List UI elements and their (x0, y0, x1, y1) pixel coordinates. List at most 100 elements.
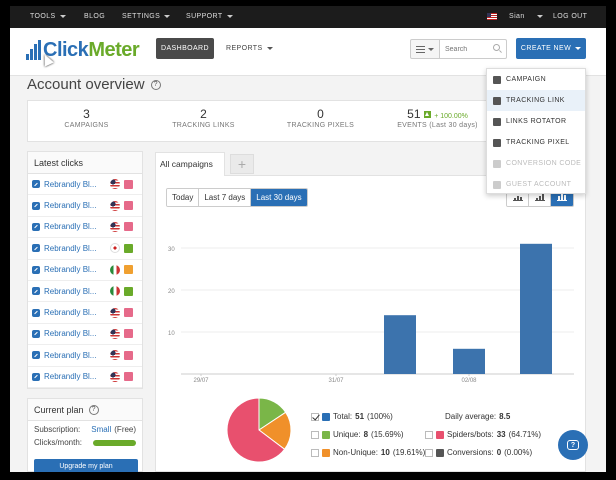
menu-item-campaign[interactable]: CAMPAIGN (487, 69, 585, 90)
click-row[interactable]: Rebrandly Bl... (28, 367, 142, 388)
click-row[interactable]: Rebrandly Bl... (28, 302, 142, 324)
chevron-down-icon (59, 15, 66, 18)
it-flag-icon (110, 264, 120, 275)
click-row[interactable]: Rebrandly Bl... (28, 281, 142, 303)
menu-item-conversion-code[interactable]: CONVERSION CODE (487, 153, 585, 174)
link-icon (32, 329, 40, 338)
stat-value-row: 51 + 100.00% (379, 107, 496, 121)
click-link-name[interactable]: Rebrandly Bl... (44, 265, 97, 275)
stat-tracking-links[interactable]: 2 TRACKING LINKS (145, 101, 262, 141)
folder-icon (493, 75, 501, 84)
user-name: Sian (509, 13, 525, 20)
click-link-name[interactable]: Rebrandly Bl... (44, 372, 97, 382)
menu-item-tracking-pixel[interactable]: TRACKING PIXEL (487, 132, 585, 153)
blog-label: BLOG (84, 13, 106, 20)
click-link-name[interactable]: Rebrandly Bl... (44, 243, 97, 253)
click-link-name[interactable]: Rebrandly Bl... (44, 308, 97, 318)
menu-item-label: TRACKING PIXEL (506, 139, 570, 146)
legend-value: 33 (496, 430, 506, 439)
range-7-days-button[interactable]: Last 7 days (199, 189, 252, 206)
legend-spiders-bots[interactable]: Spiders/bots: 33 (64.71%) (425, 430, 541, 439)
clicks-month-row: Clicks/month: (28, 434, 142, 447)
legend-swatch (322, 448, 330, 457)
legend-daily-average: Daily average: 8.5 (445, 412, 510, 421)
settings-menu[interactable]: SETTINGS (122, 13, 171, 20)
link-icon (32, 222, 40, 231)
legend-swatch (322, 412, 330, 421)
create-new-button[interactable]: CREATE NEW (516, 38, 586, 59)
stacked-chart-button[interactable] (551, 190, 573, 206)
help-icon[interactable]: ? (150, 79, 161, 90)
logo-bars-icon (26, 40, 41, 60)
click-row[interactable]: Rebrandly Bl... (28, 238, 142, 260)
checkbox-icon[interactable] (311, 430, 319, 439)
click-link-name[interactable]: Rebrandly Bl... (44, 201, 97, 211)
range-30-days-button[interactable]: Last 30 days (251, 189, 307, 206)
click-link-name[interactable]: Rebrandly Bl... (44, 329, 97, 339)
blog-link[interactable]: BLOG (84, 13, 105, 20)
click-row[interactable]: Rebrandly Bl... (28, 260, 142, 281)
menu-item-tracking-link[interactable]: TRACKING LINK (487, 90, 585, 111)
stat-tracking-pixels[interactable]: 0 TRACKING PIXELS (262, 101, 379, 141)
range-today-button[interactable]: Today (167, 189, 200, 206)
user-icon (493, 180, 501, 189)
bar-chart-button[interactable] (529, 190, 551, 206)
bot-visitor-icon (124, 308, 133, 318)
checkbox-icon[interactable] (311, 448, 319, 457)
legend-pct: (15.69%) (371, 430, 404, 439)
dollar-icon (493, 159, 501, 168)
menu-item-guest-account[interactable]: GUEST ACCOUNT (487, 174, 585, 195)
click-link-name[interactable]: Rebrandly Bl... (44, 286, 97, 296)
legend-unique[interactable]: Unique: 8 (15.69%) (311, 430, 404, 439)
checkbox-icon[interactable] (425, 448, 433, 457)
click-link-name[interactable]: Rebrandly Bl... (44, 350, 97, 360)
click-row[interactable]: Rebrandly Bl... (28, 174, 142, 196)
menu-item-links-rotator[interactable]: LINKS ROTATOR (487, 111, 585, 132)
click-link-name[interactable]: Rebrandly Bl... (44, 179, 97, 189)
dashboard-button[interactable]: DASHBOARD (156, 38, 214, 59)
search-input[interactable] (439, 39, 507, 59)
legend-conversions[interactable]: Conversions: 0 (0.00%) (425, 448, 532, 457)
tools-menu[interactable]: TOOLS (30, 13, 66, 20)
search-icon[interactable] (493, 44, 500, 51)
us-flag-icon (110, 350, 120, 361)
logo-text: ClickMeter (43, 39, 140, 61)
add-tab-button[interactable]: + (230, 154, 254, 174)
legend-label: Daily average: (445, 412, 497, 421)
legend-non-unique[interactable]: Non-Unique: 10 (19.61%) (311, 448, 425, 457)
logout-label: LOG OUT (553, 13, 588, 20)
legend-value: 10 (380, 448, 390, 457)
stat-events[interactable]: 51 + 100.00% EVENTS (Last 30 days) (379, 101, 496, 141)
tab-all-campaigns[interactable]: All campaigns (155, 152, 225, 176)
click-link-name[interactable]: Rebrandly Bl... (44, 222, 97, 232)
checkbox-icon[interactable] (425, 430, 433, 439)
stat-campaigns[interactable]: 3 CAMPAIGNS (28, 101, 145, 141)
legend-total[interactable]: Total: 51 (100%) (311, 412, 393, 421)
clickmeter-logo[interactable]: ClickMeter (26, 39, 140, 61)
clicks-usage-bar (93, 439, 136, 446)
link-icon (32, 351, 40, 360)
chat-button[interactable]: ? (558, 430, 588, 460)
reports-menu[interactable]: REPORTS (226, 45, 273, 52)
menu-item-label: CONVERSION CODE (506, 160, 582, 167)
user-menu[interactable]: Sian (487, 13, 543, 20)
search-filter-menu[interactable] (410, 39, 440, 59)
click-row[interactable]: Rebrandly Bl... (28, 217, 142, 239)
click-row[interactable]: Rebrandly Bl... (28, 324, 142, 346)
legend-swatch (436, 448, 444, 457)
jp-flag-icon (110, 243, 120, 254)
click-row[interactable]: Rebrandly Bl... (28, 195, 142, 217)
upgrade-plan-button[interactable]: Upgrade my plan (34, 459, 138, 472)
help-icon[interactable]: ? (88, 404, 99, 415)
legend-value: 0 (496, 448, 502, 457)
logout-link[interactable]: LOG OUT (553, 13, 587, 20)
chevron-down-icon (164, 15, 171, 18)
subscription-link[interactable]: Small (91, 425, 112, 434)
click-row[interactable]: Rebrandly Bl... (28, 345, 142, 367)
bot-visitor-icon (124, 350, 133, 360)
support-menu[interactable]: SUPPORT (186, 13, 233, 20)
bot-visitor-icon (124, 179, 133, 189)
stat-value: 0 (317, 107, 324, 121)
checkbox-icon[interactable] (311, 412, 319, 421)
line-chart-button[interactable] (507, 190, 529, 206)
